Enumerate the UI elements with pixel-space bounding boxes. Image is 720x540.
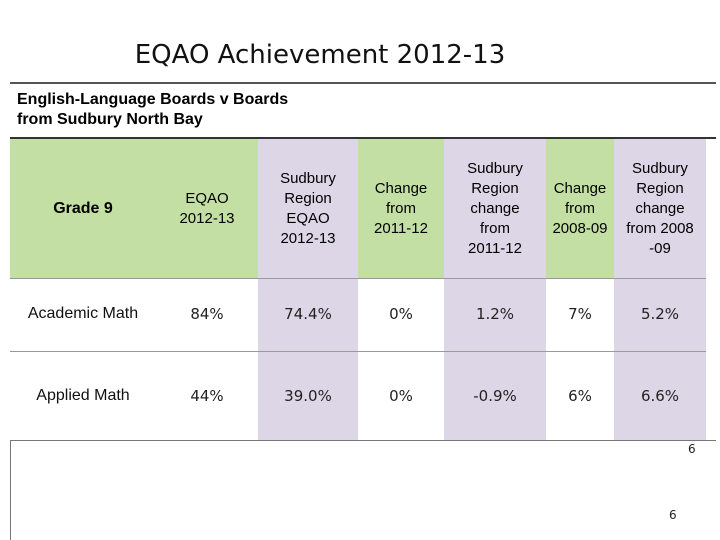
table-cell: 1.2% xyxy=(475,305,515,323)
page-title: EQAO Achievement 2012-13 xyxy=(134,40,506,70)
row-divider xyxy=(10,351,706,352)
table-cell: 74.4% xyxy=(284,305,332,323)
header-bg-grade xyxy=(10,139,156,278)
footer-box xyxy=(10,440,716,540)
row-label-academic-math: Academic Math xyxy=(27,305,139,322)
subtitle: English-Language Boards v Boards from Su… xyxy=(17,90,288,130)
table-cell: 84% xyxy=(190,305,224,323)
header-bg-change-2008 xyxy=(546,139,614,278)
row-divider xyxy=(10,278,706,279)
header-sudbury-change-2008: Sudbury Region change from 2008 -09 xyxy=(626,159,694,257)
header-sudbury-eqao: Sudbury Region EQAO 2012-13 xyxy=(280,169,336,247)
header-eqao: EQAO 2012-13 xyxy=(179,189,235,227)
header-bg-eqao xyxy=(156,139,258,278)
title-divider xyxy=(10,82,716,84)
table-cell: 7% xyxy=(568,305,592,323)
header-bg-sudbury-eqao xyxy=(258,139,358,278)
table-cell: 6% xyxy=(568,386,592,405)
header-bg-sudbury-change-2008 xyxy=(614,139,706,278)
header-bg-change-2011 xyxy=(358,139,444,278)
row-label-applied-math: Applied Math xyxy=(36,386,130,404)
header-change-2011: Change from 2011-12 xyxy=(374,179,428,237)
table-cell: 44% xyxy=(190,386,224,405)
table-top-divider xyxy=(10,137,716,139)
header-bg-sudbury-change-2011 xyxy=(444,139,546,278)
header-grade: Grade 9 xyxy=(53,199,113,217)
header-sudbury-change-2011: Sudbury Region change from 2011-12 xyxy=(467,159,523,257)
subtitle-line-1: English-Language Boards v Boards xyxy=(17,91,289,108)
subtitle-line-2: from Sudbury North Bay xyxy=(17,111,203,128)
header-change-2008: Change from 2008-09 xyxy=(552,179,608,237)
page-number-top: 6 xyxy=(688,442,696,456)
results-table: Grade 9 EQAO 2012-13 Sudbury Region EQAO… xyxy=(10,139,706,440)
page-number-bottom: 6 xyxy=(669,508,677,522)
table-cell: 0% xyxy=(389,386,413,405)
column-bg-sudbury-change-2011 xyxy=(444,278,546,440)
table-cell: 6.6% xyxy=(640,386,680,405)
table-cell: 0% xyxy=(389,305,413,323)
table-cell: 39.0% xyxy=(284,386,332,405)
column-bg-sudbury-eqao xyxy=(258,278,358,440)
table-cell: 5.2% xyxy=(640,305,680,323)
table-cell: -0.9% xyxy=(473,386,517,405)
column-bg-sudbury-change-2008 xyxy=(614,278,706,440)
